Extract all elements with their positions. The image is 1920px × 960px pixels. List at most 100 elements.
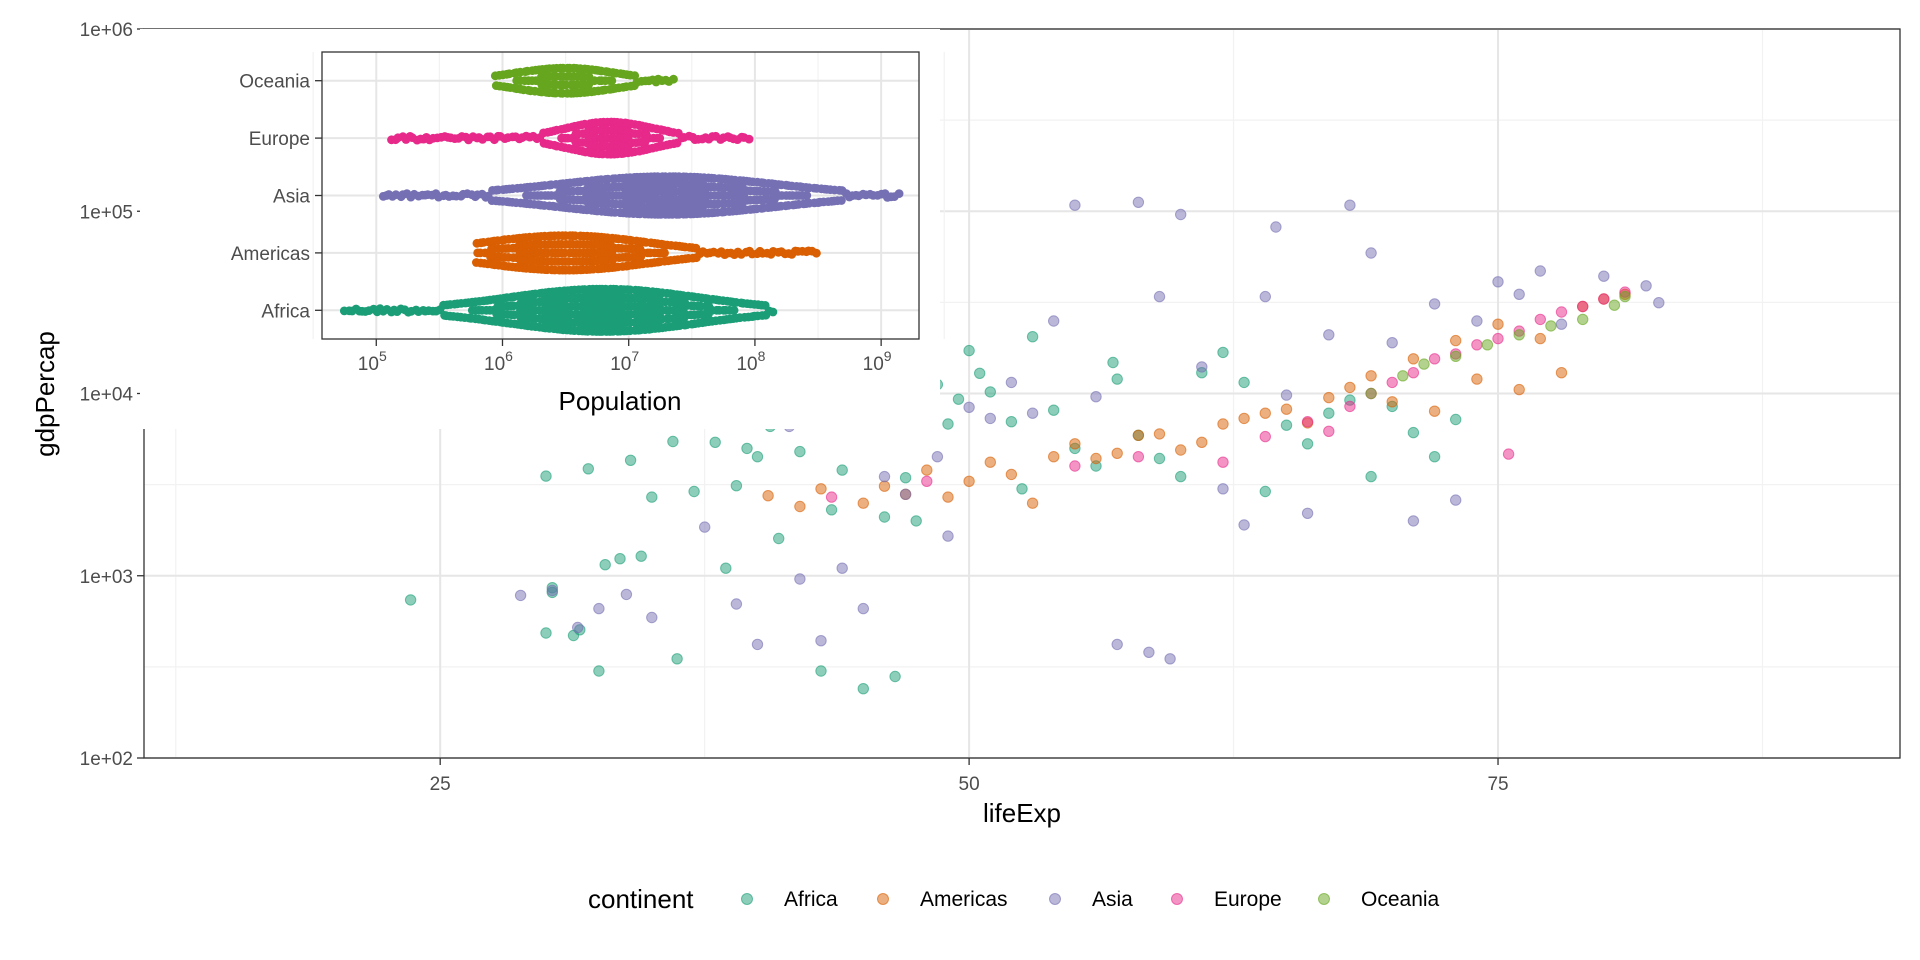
point-africa-21 <box>751 451 764 463</box>
point-asia-15 <box>899 488 912 500</box>
point-asia-36 <box>1280 389 1293 401</box>
point-asia-32 <box>1217 483 1229 495</box>
point-africa-27 <box>836 464 848 476</box>
point-americas-14 <box>1090 452 1102 465</box>
point-americas-23 <box>1280 403 1293 415</box>
point-africa-37 <box>974 367 986 379</box>
point-asia-35 <box>1270 221 1282 233</box>
point-asia-0 <box>514 589 527 602</box>
point-africa-39 <box>1005 416 1018 428</box>
point-africa-15 <box>671 653 683 665</box>
point-americas-13 <box>1069 438 1081 450</box>
point-asia-14 <box>878 470 891 483</box>
point-africa-36 <box>963 344 975 357</box>
point-europe-16 <box>1502 448 1515 460</box>
point-asia-47 <box>1513 288 1525 300</box>
swarm-point-asia-456 <box>894 189 904 199</box>
point-americas-18 <box>1175 444 1187 456</box>
swarm-point-asia-419 <box>802 191 812 200</box>
x-tick-label: 25 <box>430 774 451 795</box>
point-asia-45 <box>1471 315 1483 327</box>
y-tick-label: 1e+04 <box>80 385 134 406</box>
y-tick-label: 1e+05 <box>80 202 133 223</box>
point-americas-3 <box>857 497 869 509</box>
point-europe-5 <box>1259 430 1272 443</box>
point-americas-28 <box>1386 396 1398 408</box>
point-asia-18 <box>963 401 975 413</box>
legend-item-europe: Europe <box>1171 888 1282 911</box>
inset-x-tick-label: 107 <box>610 348 639 375</box>
point-africa-38 <box>984 386 996 398</box>
point-asia-51 <box>1640 280 1652 292</box>
point-africa-17 <box>709 436 721 448</box>
legend-item-asia: Asia <box>1049 888 1133 911</box>
inset-chart: 105 106 107 108 109 Africa Americas Asia Europe O… <box>140 29 945 429</box>
point-asia-24 <box>1090 391 1102 403</box>
point-asia-17 <box>942 530 954 542</box>
point-africa-51 <box>1217 346 1229 359</box>
point-asia-4 <box>620 588 633 601</box>
point-americas-27 <box>1365 370 1377 382</box>
point-europe-11 <box>1407 367 1420 379</box>
point-asia-16 <box>931 451 944 463</box>
point-asia-52 <box>1653 297 1665 309</box>
legend-label: Americas <box>920 888 1008 911</box>
point-americas-2 <box>815 483 827 495</box>
point-africa-32 <box>910 515 922 527</box>
point-africa-13 <box>646 491 658 503</box>
point-europe-14 <box>1471 339 1483 351</box>
point-africa-35 <box>952 393 965 405</box>
point-asia-13 <box>857 602 869 615</box>
swarm-africa <box>339 284 778 336</box>
point-asia-50 <box>1598 270 1610 282</box>
swarm-asia <box>378 172 904 219</box>
point-oceania-7 <box>1577 313 1589 326</box>
point-asia-23 <box>1069 199 1081 211</box>
point-africa-9 <box>599 559 611 571</box>
point-africa-56 <box>1323 407 1335 419</box>
point-africa-54 <box>1280 419 1293 431</box>
swarm-point-americas-283 <box>812 248 821 258</box>
point-africa-12 <box>635 550 647 562</box>
y-tick-label: 1e+02 <box>80 749 133 770</box>
point-africa-29 <box>878 511 891 523</box>
point-americas-31 <box>1450 334 1462 347</box>
point-asia-25 <box>1111 638 1123 651</box>
point-africa-61 <box>1428 451 1441 463</box>
inset-points <box>339 63 904 336</box>
inset-y-tick-label: Africa <box>261 301 310 322</box>
inset-axes: 105 106 107 108 109 Africa Americas Asia Europe O… <box>231 72 892 375</box>
point-oceania-1 <box>1397 370 1409 382</box>
point-americas-34 <box>1513 383 1525 396</box>
legend-label: Europe <box>1214 888 1282 911</box>
point-europe-21 <box>1598 293 1610 305</box>
point-europe-18 <box>1534 313 1547 326</box>
point-europe-3 <box>1132 451 1145 463</box>
point-asia-8 <box>751 638 764 651</box>
point-oceania-9 <box>1619 290 1631 303</box>
legend-title: continent <box>588 884 694 914</box>
point-americas-29 <box>1407 353 1420 365</box>
point-asia-29 <box>1164 653 1176 665</box>
point-europe-15 <box>1492 332 1504 345</box>
point-africa-2 <box>540 470 552 482</box>
point-oceania-6 <box>1545 320 1557 332</box>
series-oceania <box>1365 290 1631 400</box>
point-asia-41 <box>1386 337 1398 349</box>
inset-y-tick-label: Europe <box>249 129 310 150</box>
point-asia-39 <box>1344 199 1356 211</box>
point-americas-26 <box>1344 381 1356 394</box>
point-africa-48 <box>1153 452 1166 465</box>
inset-x-tick-label: 108 <box>736 348 765 375</box>
point-americas-20 <box>1217 418 1229 430</box>
swarm-point-africa-440 <box>768 307 778 317</box>
point-asia-22 <box>1048 315 1060 327</box>
point-americas-1 <box>794 500 806 513</box>
point-asia-31 <box>1196 361 1208 373</box>
point-oceania-5 <box>1513 329 1525 341</box>
point-africa-8 <box>593 665 605 677</box>
point-americas-15 <box>1111 447 1123 459</box>
point-asia-49 <box>1555 318 1568 330</box>
point-asia-28 <box>1153 290 1166 303</box>
point-asia-12 <box>836 562 848 574</box>
